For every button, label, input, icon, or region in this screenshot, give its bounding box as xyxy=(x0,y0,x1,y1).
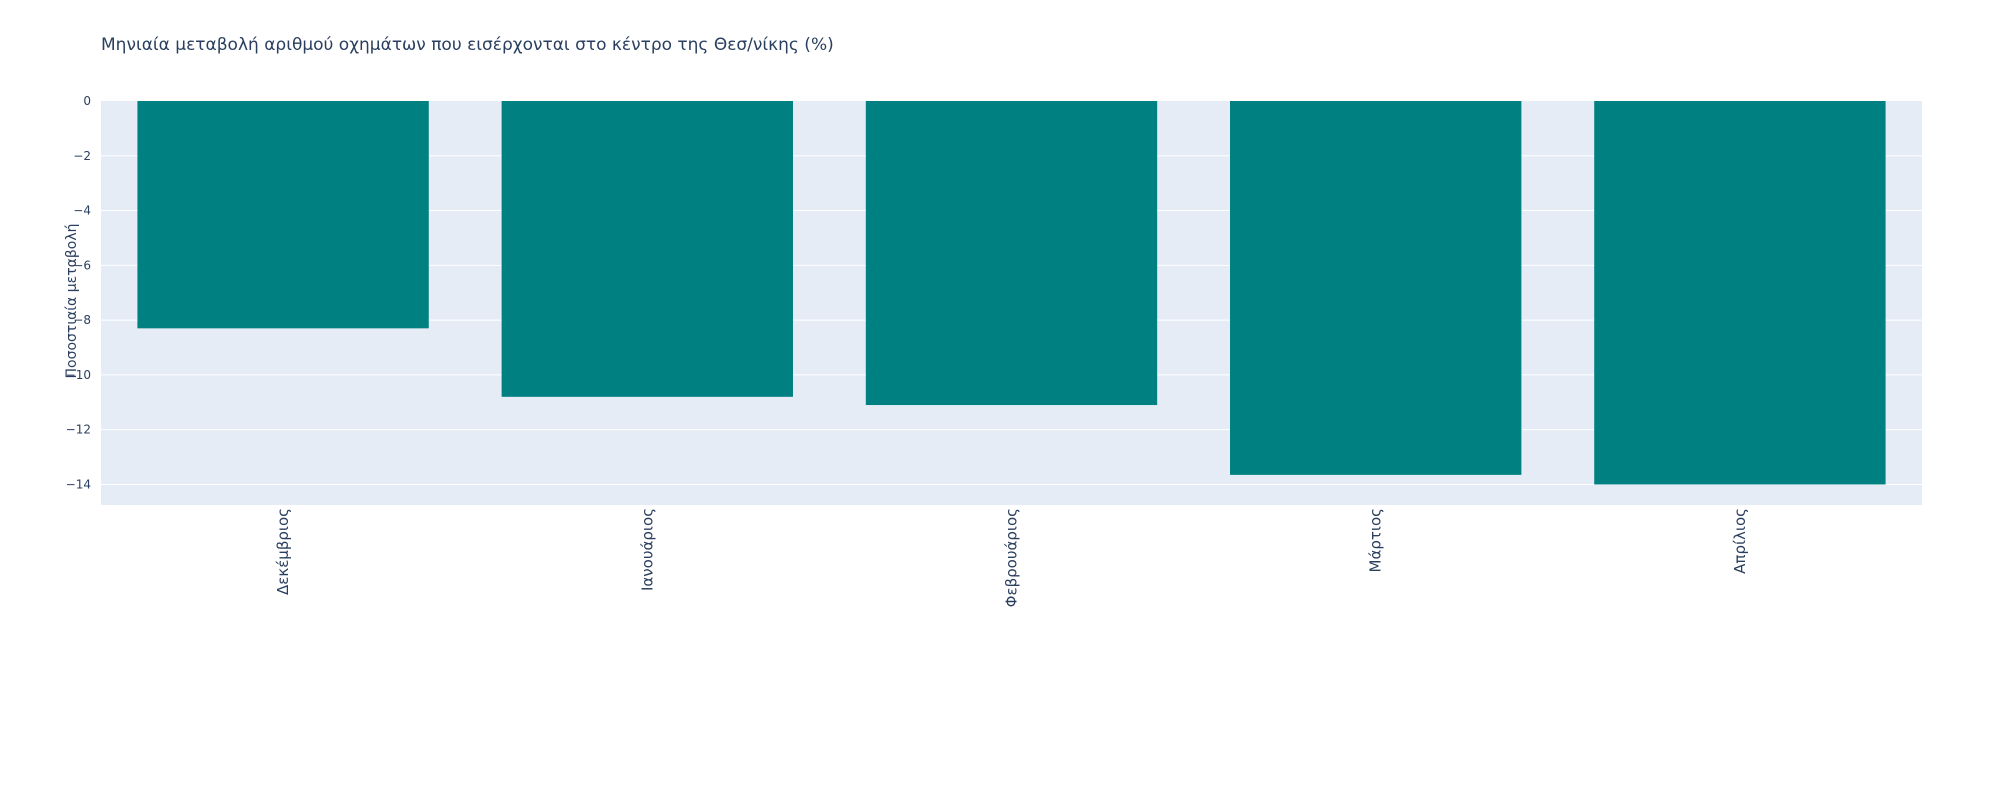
y-tick-label: −14 xyxy=(66,477,91,491)
y-axis-ticks: 0 −2 −4 −6 −8 −10 −12 −14 xyxy=(66,94,91,491)
bars xyxy=(137,101,1886,485)
bar xyxy=(501,101,793,397)
y-tick-label: 0 xyxy=(83,94,91,108)
x-tick-label: Ιανουάριος xyxy=(638,508,656,591)
y-tick-label: −10 xyxy=(66,368,91,382)
y-tick-label: −4 xyxy=(73,204,91,218)
x-tick-label: Φεβρουάριος xyxy=(1003,508,1021,607)
bar xyxy=(1230,101,1522,475)
y-axis-title: Ποσοστιαία μεταβολή xyxy=(64,223,80,378)
bar xyxy=(137,101,429,329)
x-tick-label: Δεκέμβριος xyxy=(274,508,292,595)
chart-title: Μηνιαία μεταβολή αριθμού οχημάτων που ει… xyxy=(101,35,834,55)
y-tick-label: −12 xyxy=(66,423,91,437)
y-tick-label: −8 xyxy=(73,313,91,327)
x-tick-label: Μάρτιος xyxy=(1367,508,1385,572)
bar xyxy=(1594,101,1886,485)
x-axis-ticks: Δεκέμβριος Ιανουάριος Φεβρουάριος Μάρτιος Απ… xyxy=(274,508,1749,607)
y-tick-label: −6 xyxy=(73,258,91,272)
x-tick-label: Απρίλιος xyxy=(1731,508,1749,574)
bar xyxy=(865,101,1158,406)
y-tick-label: −2 xyxy=(73,149,91,163)
